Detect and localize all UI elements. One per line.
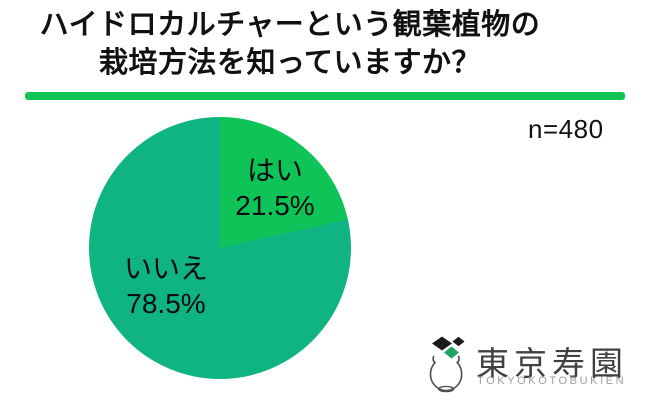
brand-name-japanese: 東京寿園 [476, 345, 628, 382]
pie-label-yes-pct: 21.5% [235, 190, 315, 221]
pie-chart [89, 117, 351, 379]
chart-title-line2: 栽培方法を知っていますか？ [98, 47, 482, 79]
pie-label-yes-text: はい [246, 155, 303, 186]
pie-label-no: いいえ 78.5% [124, 251, 208, 321]
leaf-black-small [452, 336, 465, 347]
pie-label-no-text: いいえ [123, 253, 209, 284]
pie-label-no-pct: 78.5% [126, 288, 206, 319]
title-underline [25, 92, 625, 100]
pot-outline [429, 355, 463, 392]
leaf-green [444, 346, 459, 359]
chart-title: ハイドロカルチャーという観葉植物の 栽培方法を知っていますか？ [25, 6, 555, 82]
plant-pot-icon [429, 336, 465, 393]
pie-label-yes: はい 21.5% [235, 153, 314, 223]
chart-title-line1: ハイドロカルチャーという観葉植物の [39, 9, 541, 41]
leaf-black-large [432, 336, 452, 351]
pot-base [438, 385, 455, 393]
brand-logo: 東京寿園 TOKYOKOTOBUKIEN [428, 333, 638, 399]
sample-size-label: n=480 [528, 114, 604, 144]
brand-name-romaji: TOKYOKOTOBUKIEN [477, 375, 627, 387]
